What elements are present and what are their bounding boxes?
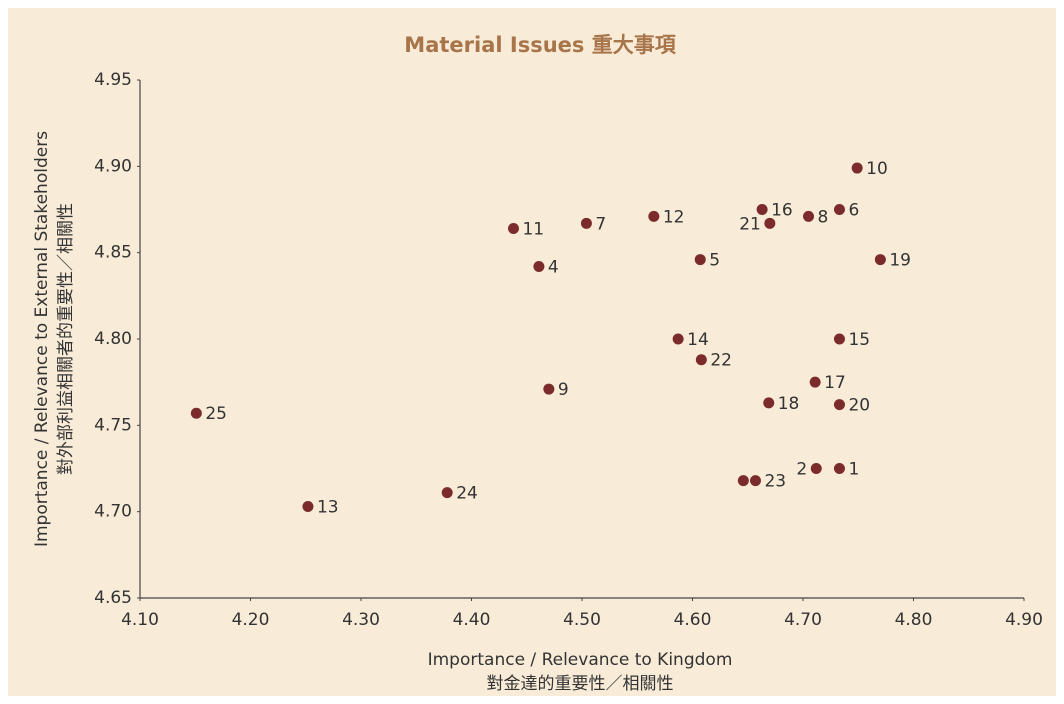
- x-tick-label: 4.90: [1005, 610, 1043, 630]
- chart-title: Material Issues 重大事項: [404, 33, 676, 57]
- x-tick-label: 4.70: [784, 610, 822, 630]
- x-tick-label: 4.30: [342, 610, 380, 630]
- point: [809, 376, 821, 388]
- point: [648, 210, 660, 222]
- point: [810, 463, 822, 474]
- point-label: 5: [709, 251, 720, 271]
- point: [833, 463, 845, 474]
- y-tick-label: 4.90: [94, 156, 132, 176]
- y-tick-label: 4.70: [94, 502, 132, 522]
- y-tick-label: 4.75: [94, 415, 132, 435]
- x-tick-label: 4.40: [453, 610, 491, 630]
- x-axis-label: Importance / Relevance to Kingdom: [428, 650, 733, 670]
- chart-background: [8, 8, 1056, 696]
- y-tick-label: 4.85: [94, 243, 132, 263]
- y-axis-label: Importance / Relevance to External Stake…: [32, 131, 52, 547]
- point: [441, 487, 453, 499]
- point: [756, 204, 768, 215]
- point: [833, 399, 845, 411]
- point: [695, 354, 707, 366]
- point-label: 8: [818, 207, 829, 227]
- point: [507, 222, 519, 234]
- point-label: 9: [558, 380, 569, 400]
- point-label: 18: [778, 394, 800, 414]
- point: [763, 397, 775, 409]
- point: [580, 217, 592, 229]
- point: [302, 500, 314, 512]
- point-label: 16: [771, 201, 793, 221]
- point-label: 22: [710, 351, 732, 371]
- point: [874, 254, 886, 266]
- point: [543, 383, 555, 395]
- point: [764, 217, 776, 229]
- point-label: 21: [739, 214, 761, 234]
- point-label: 10: [866, 159, 888, 179]
- point-label: 24: [456, 484, 478, 504]
- point: [851, 162, 863, 174]
- point-label: 17: [824, 373, 846, 393]
- point-label: 20: [848, 396, 870, 416]
- point-label: 6: [848, 201, 859, 221]
- y-tick-label: 4.95: [94, 70, 132, 90]
- point-label: 25: [205, 404, 227, 424]
- point: [533, 260, 545, 272]
- x-tick-label: 4.50: [563, 610, 601, 630]
- x-tick-label: 4.80: [895, 610, 933, 630]
- point-label: 23: [764, 472, 786, 492]
- y-axis-label: 對外部利益相關者的重要性／相關性: [56, 203, 76, 475]
- x-axis-label: 對金達的重要性／相關性: [487, 674, 674, 694]
- point-label: 15: [848, 330, 870, 350]
- point-label: 7: [595, 214, 606, 234]
- point-label: 4: [548, 257, 559, 277]
- point-label: 12: [663, 207, 685, 227]
- x-tick-label: 4.60: [674, 610, 712, 630]
- point: [672, 333, 684, 345]
- x-tick-label: 4.20: [232, 610, 270, 630]
- point-label: 2: [796, 460, 807, 480]
- point: [737, 475, 749, 487]
- point: [833, 333, 845, 345]
- point: [833, 204, 845, 215]
- point-label: 19: [889, 251, 911, 271]
- x-tick-label: 4.10: [121, 610, 159, 630]
- y-tick-label: 4.65: [94, 588, 132, 608]
- point-label: 1: [848, 460, 859, 480]
- point: [190, 407, 202, 419]
- point: [694, 254, 706, 266]
- y-tick-label: 4.80: [94, 329, 132, 349]
- point-label: 13: [317, 497, 339, 517]
- point: [749, 475, 761, 487]
- point: [803, 210, 815, 222]
- point-label: 14: [687, 330, 709, 350]
- point-label: 11: [522, 219, 544, 239]
